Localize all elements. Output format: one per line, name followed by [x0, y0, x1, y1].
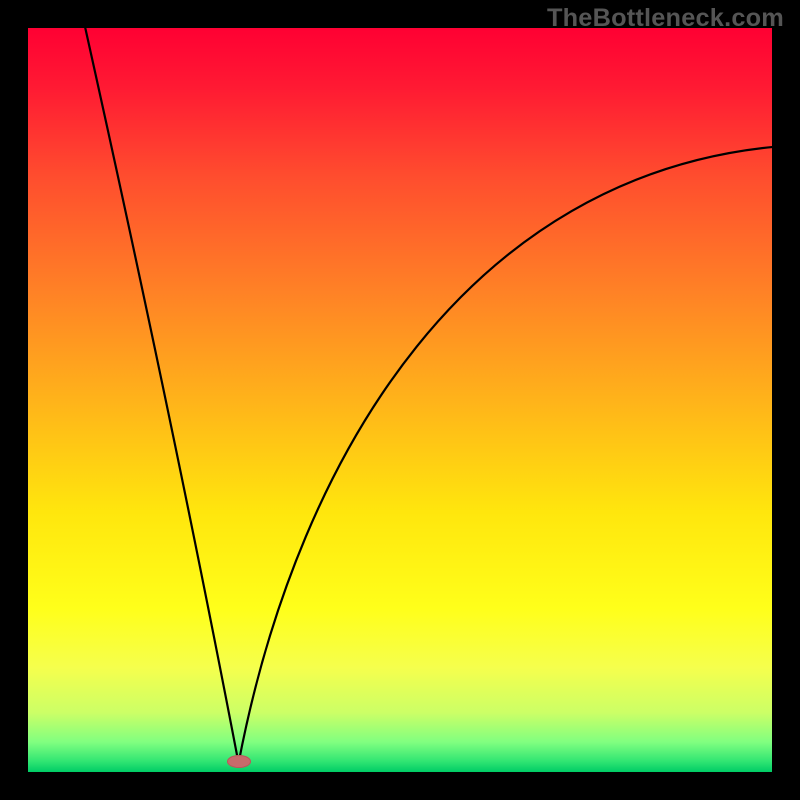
bottleneck-curve: [28, 28, 772, 772]
curve-path: [85, 28, 772, 763]
optimum-marker: [227, 755, 251, 768]
plot-area: [28, 28, 772, 772]
watermark-text: TheBottleneck.com: [547, 4, 784, 33]
